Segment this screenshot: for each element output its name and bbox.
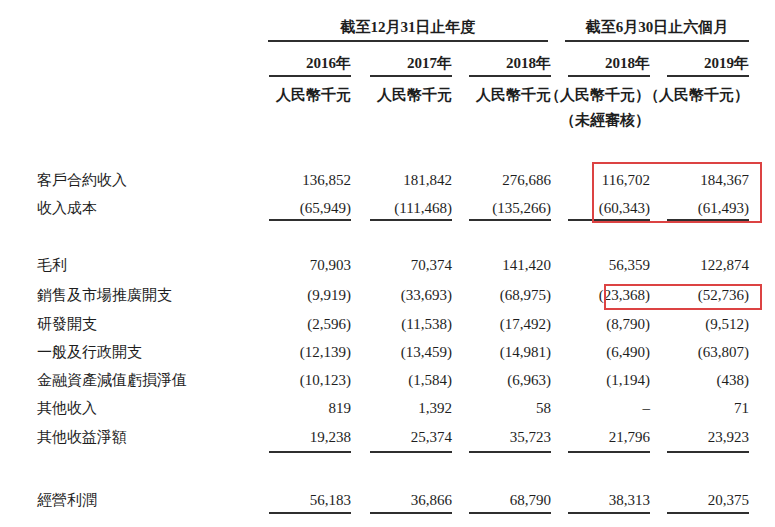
subtotal-rule bbox=[269, 451, 351, 453]
row-label: 收入成本 bbox=[37, 198, 97, 218]
cell-value: (9,512) bbox=[639, 314, 749, 334]
year-underline bbox=[269, 75, 351, 77]
unit-label: （人民幣千元） bbox=[540, 85, 650, 105]
cell-value: 136,852 bbox=[241, 170, 355, 190]
year-header-2017: 2017年 bbox=[342, 53, 452, 73]
row-label: 銷售及市場推廣開支 bbox=[37, 285, 172, 305]
cell-value: 68,790 bbox=[441, 490, 555, 510]
cell-value: 56,183 bbox=[241, 490, 355, 510]
cell-value: 1,392 bbox=[342, 398, 456, 418]
year-header-2019-interim: 2019年 bbox=[639, 53, 749, 73]
row-label: 毛利 bbox=[37, 255, 67, 275]
row-label: 研發開支 bbox=[37, 314, 97, 334]
cell-value: (65,949) bbox=[241, 198, 351, 218]
table-row-gross-profit: 毛利 70,903 70,374 141,420 56,359 122,874 bbox=[0, 255, 775, 275]
unit-label: 人民幣千元 bbox=[441, 85, 551, 105]
year-header-2018: 2018年 bbox=[441, 53, 551, 73]
table-row-other-income: 其他收入 819 1,392 58 – 71 bbox=[0, 398, 775, 418]
unit-label: （人民幣千元） bbox=[639, 85, 749, 105]
cell-value: 25,374 bbox=[342, 427, 456, 447]
column-group-title-interim: 截至6月30日止六個月 bbox=[565, 17, 749, 37]
cell-value: (6,963) bbox=[441, 370, 551, 390]
total-rule bbox=[469, 512, 551, 514]
row-label: 金融資產減值虧損淨值 bbox=[37, 370, 187, 390]
cell-value: 58 bbox=[441, 398, 555, 418]
cell-value: 181,842 bbox=[342, 170, 456, 190]
year-header-row: 2016年 2017年 2018年 2018年 2019年 bbox=[0, 53, 775, 73]
unaudited-note-row: （未經審核） bbox=[0, 110, 775, 130]
year-underline bbox=[568, 75, 650, 77]
table-row-operating-profit: 經營利潤 56,183 36,866 68,790 38,313 20,375 bbox=[0, 490, 775, 510]
total-rule bbox=[568, 512, 650, 514]
total-rule bbox=[667, 512, 749, 514]
table-row-general-admin-expenses: 一般及行政開支 (12,139) (13,459) (14,981) (6,49… bbox=[0, 342, 775, 362]
row-label: 其他收益淨額 bbox=[37, 427, 127, 447]
cell-value: (135,266) bbox=[441, 198, 551, 218]
cell-value: 819 bbox=[241, 398, 355, 418]
unaudited-note: （未經審核） bbox=[540, 110, 650, 130]
table-row-other-gains-net: 其他收益淨額 19,238 25,374 35,723 21,796 23,92… bbox=[0, 427, 775, 447]
subtotal-rule bbox=[269, 219, 351, 221]
subtotal-rule bbox=[370, 219, 452, 221]
cell-value: 276,686 bbox=[441, 170, 555, 190]
row-label: 其他收入 bbox=[37, 398, 97, 418]
cell-value: 70,903 bbox=[241, 255, 355, 275]
column-group-title-annual: 截至12月31日止年度 bbox=[268, 17, 548, 37]
year-header-2016: 2016年 bbox=[241, 53, 351, 73]
cell-value: (10,123) bbox=[241, 370, 351, 390]
cell-value: (17,492) bbox=[441, 314, 551, 334]
cell-value: (111,468) bbox=[342, 198, 452, 218]
table-row-rd-expenses: 研發開支 (2,596) (11,538) (17,492) (8,790) (… bbox=[0, 314, 775, 334]
cell-value: 122,874 bbox=[639, 255, 753, 275]
cell-value: 23,923 bbox=[639, 427, 753, 447]
total-rule bbox=[269, 512, 351, 514]
highlight-box-revenue-and-cost bbox=[592, 162, 762, 223]
row-label: 一般及行政開支 bbox=[37, 342, 142, 362]
subtotal-rule bbox=[568, 451, 650, 453]
row-label: 經營利潤 bbox=[37, 490, 97, 510]
highlight-box-selling-marketing-expenses bbox=[604, 284, 762, 310]
unit-label: 人民幣千元 bbox=[342, 85, 452, 105]
year-header-2018-interim: 2018年 bbox=[540, 53, 650, 73]
cell-value: (13,459) bbox=[342, 342, 452, 362]
cell-value: (2,596) bbox=[241, 314, 351, 334]
cell-value: (14,981) bbox=[441, 342, 551, 362]
cell-value: (438) bbox=[639, 370, 749, 390]
year-underline bbox=[667, 75, 749, 77]
subtotal-rule bbox=[469, 451, 551, 453]
cell-value: (11,538) bbox=[342, 314, 452, 334]
cell-value: 141,420 bbox=[441, 255, 555, 275]
year-underline bbox=[370, 75, 452, 77]
table-row-impairment-losses: 金融資產減值虧損淨值 (10,123) (1,584) (6,963) (1,1… bbox=[0, 370, 775, 390]
financial-statements-table: 截至12月31日止年度 截至6月30日止六個月 2016年 2017年 2018… bbox=[0, 0, 775, 527]
cell-value: 71 bbox=[639, 398, 753, 418]
unit-label: 人民幣千元 bbox=[241, 85, 351, 105]
unit-header-row: 人民幣千元 人民幣千元 人民幣千元 （人民幣千元） （人民幣千元） bbox=[0, 85, 775, 105]
cell-value: 36,866 bbox=[342, 490, 456, 510]
cell-value: (1,584) bbox=[342, 370, 452, 390]
cell-value: 70,374 bbox=[342, 255, 456, 275]
cell-value: 35,723 bbox=[441, 427, 555, 447]
cell-value: (9,919) bbox=[241, 285, 351, 305]
total-rule bbox=[370, 512, 452, 514]
group-underline-interim bbox=[565, 40, 749, 42]
row-label: 客戶合約收入 bbox=[37, 170, 127, 190]
cell-value: (68,975) bbox=[441, 285, 551, 305]
cell-value: (12,139) bbox=[241, 342, 351, 362]
cell-value: (63,807) bbox=[639, 342, 749, 362]
group-underline-annual bbox=[268, 40, 548, 42]
subtotal-rule bbox=[469, 219, 551, 221]
subtotal-rule bbox=[370, 451, 452, 453]
year-underline bbox=[469, 75, 551, 77]
cell-value: 20,375 bbox=[639, 490, 753, 510]
subtotal-rule bbox=[667, 451, 749, 453]
cell-value: (33,693) bbox=[342, 285, 452, 305]
cell-value: 19,238 bbox=[241, 427, 355, 447]
